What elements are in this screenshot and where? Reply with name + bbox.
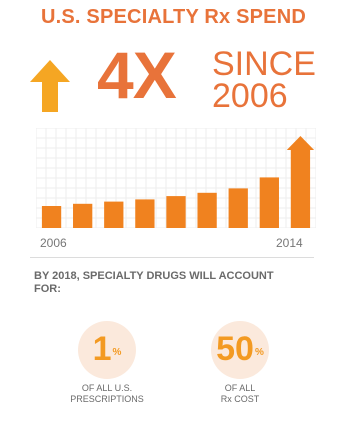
since-label: SINCE (212, 45, 316, 83)
chart-canvas (36, 128, 316, 228)
x-tick-end: 2014 (276, 236, 303, 250)
section-divider (30, 257, 314, 258)
stat-bubble: 50% (211, 321, 269, 379)
stat-label: OF ALL Rx COST (220, 383, 260, 404)
percent-sign: % (254, 347, 264, 358)
bar-arrow-2014 (286, 136, 315, 228)
bar (228, 188, 248, 228)
bar (135, 199, 155, 228)
stat-prescriptions: 1% OF ALL U.S. PRESCRIPTIONS (47, 321, 167, 405)
infographic-title: U.S. SPECIALTY Rx SPEND (40, 6, 307, 28)
x-tick-start: 2006 (40, 236, 67, 250)
bar (197, 192, 217, 228)
bar (73, 203, 93, 228)
bar (259, 177, 279, 228)
bar (41, 206, 62, 228)
stat-value: 50% (216, 330, 264, 368)
stat-rx-cost: 50% OF ALL Rx COST (180, 321, 300, 405)
since-year: 2006 (212, 77, 288, 115)
up-arrow-icon (30, 60, 70, 117)
forecast-headline: BY 2018, SPECIALTY DRUGS WILL ACCOUNT FO… (34, 270, 274, 295)
stat-bubble: 1% (78, 321, 136, 379)
since-text: SINCE 2006 (212, 45, 316, 115)
stat-label: OF ALL U.S. PRESCRIPTIONS (70, 383, 144, 404)
growth-multiplier: 4X (97, 38, 177, 112)
bar (104, 201, 124, 228)
spend-bar-chart (36, 128, 316, 228)
percent-sign: % (112, 347, 122, 358)
stat-value: 1% (92, 330, 122, 368)
bar (166, 196, 186, 228)
